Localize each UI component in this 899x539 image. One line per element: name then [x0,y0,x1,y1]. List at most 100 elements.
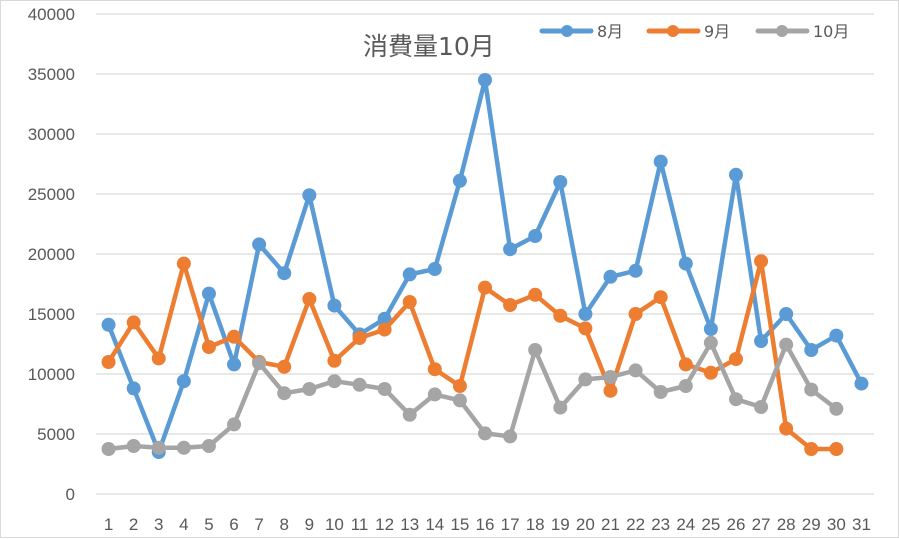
x-tick-label: 22 [626,515,645,534]
data-point-marker[interactable] [427,387,442,402]
data-point-marker[interactable] [176,256,191,271]
data-point-marker[interactable] [126,381,141,396]
legend-item-oct[interactable]: 10月 [755,22,849,41]
data-point-marker[interactable] [728,392,743,407]
data-point-marker[interactable] [804,343,819,357]
data-point-marker[interactable] [754,334,769,348]
data-point-marker[interactable] [829,442,844,456]
data-point-marker[interactable] [678,379,693,393]
data-point-marker[interactable] [327,374,342,389]
data-point-marker[interactable] [854,376,869,391]
data-point-marker[interactable] [101,317,116,332]
data-point-marker[interactable] [151,440,166,455]
data-point-marker[interactable] [352,377,367,392]
data-point-marker[interactable] [176,440,191,455]
data-point-marker[interactable] [126,439,141,453]
data-point-marker[interactable] [528,287,543,302]
data-point-marker[interactable] [402,267,417,282]
data-point-marker[interactable] [779,421,794,436]
data-point-marker[interactable] [227,357,242,372]
y-tick-label: 15000 [28,305,75,324]
data-point-marker[interactable] [754,400,769,414]
data-point-marker[interactable] [804,442,819,456]
data-point-marker[interactable] [728,352,743,366]
data-point-marker[interactable] [126,315,141,330]
data-point-marker[interactable] [227,329,242,344]
data-point-marker[interactable] [553,400,568,415]
plot-series [101,73,869,459]
data-point-marker[interactable] [503,298,518,312]
data-point-marker[interactable] [352,331,367,345]
data-point-marker[interactable] [829,401,844,416]
legend-marker-oct-icon [776,25,788,37]
data-point-marker[interactable] [653,385,668,399]
data-point-marker[interactable] [653,290,668,305]
data-point-marker[interactable] [252,237,267,252]
data-point-marker[interactable] [553,308,568,323]
legend-item-sep[interactable]: 9月 [646,22,730,41]
data-point-marker[interactable] [201,286,216,301]
data-point-marker[interactable] [578,307,593,321]
data-point-marker[interactable] [176,374,191,389]
data-point-marker[interactable] [603,269,618,284]
data-point-marker[interactable] [528,343,543,357]
data-point-marker[interactable] [402,407,417,422]
data-point-marker[interactable] [578,372,593,387]
data-point-marker[interactable] [628,263,643,278]
data-point-marker[interactable] [427,362,442,377]
data-point-marker[interactable] [302,188,317,203]
data-point-marker[interactable] [302,292,317,306]
data-point-marker[interactable] [603,370,618,384]
data-point-marker[interactable] [628,363,643,378]
data-point-marker[interactable] [628,307,643,321]
data-point-marker[interactable] [277,266,292,281]
data-point-marker[interactable] [101,355,116,369]
data-point-marker[interactable] [728,167,743,182]
data-point-marker[interactable] [452,393,467,408]
data-point-marker[interactable] [653,154,668,169]
data-point-marker[interactable] [578,321,593,336]
data-point-marker[interactable] [277,359,292,374]
x-tick-label: 11 [351,515,369,534]
data-point-marker[interactable] [703,335,718,350]
data-point-marker[interactable] [227,417,242,432]
data-point-marker[interactable] [779,337,794,352]
x-tick-label: 6 [229,515,238,534]
x-tick-label: 28 [777,515,796,534]
data-point-marker[interactable] [528,229,543,243]
data-point-marker[interactable] [678,256,693,271]
data-point-marker[interactable] [503,242,518,257]
legend-item-aug[interactable]: 8月 [539,22,623,41]
data-point-marker[interactable] [678,357,693,372]
data-point-marker[interactable] [804,382,819,397]
data-point-marker[interactable] [327,298,342,313]
data-point-marker[interactable] [101,442,116,456]
data-point-marker[interactable] [302,382,317,396]
data-point-marker[interactable] [327,353,342,368]
x-tick-label: 18 [526,515,545,534]
data-point-marker[interactable] [829,328,844,343]
data-point-marker[interactable] [427,262,442,276]
data-point-marker[interactable] [779,307,794,321]
data-point-marker[interactable] [452,379,467,393]
data-point-marker[interactable] [201,340,216,354]
data-point-marker[interactable] [377,382,392,396]
data-point-marker[interactable] [603,383,618,398]
data-point-marker[interactable] [151,351,166,366]
data-point-marker[interactable] [277,386,292,401]
data-point-marker[interactable] [478,280,492,295]
x-tick-label: 7 [254,515,263,534]
data-point-marker[interactable] [252,356,267,371]
data-point-marker[interactable] [201,439,216,453]
data-point-marker[interactable] [553,175,568,189]
data-point-marker[interactable] [703,365,718,380]
data-point-marker[interactable] [377,311,392,326]
data-point-marker[interactable] [377,322,392,337]
data-point-marker[interactable] [478,73,492,87]
data-point-marker[interactable] [402,295,417,309]
data-point-marker[interactable] [703,322,718,336]
data-point-marker[interactable] [452,173,467,188]
data-point-marker[interactable] [503,429,518,444]
data-point-marker[interactable] [478,426,492,441]
data-point-marker[interactable] [754,254,769,269]
